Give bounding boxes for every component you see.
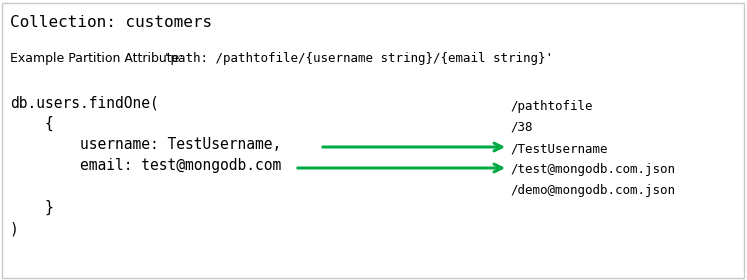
Text: /test@mongodb.com.json: /test@mongodb.com.json bbox=[510, 163, 675, 176]
Text: 'path: /pathtofile/{username string}/{email string}': 'path: /pathtofile/{username string}/{em… bbox=[163, 52, 553, 65]
Text: db.users.findOne(: db.users.findOne( bbox=[10, 95, 159, 110]
Text: Collection: customers: Collection: customers bbox=[10, 15, 212, 30]
Text: username: TestUsername,: username: TestUsername, bbox=[10, 137, 282, 152]
Text: {: { bbox=[10, 116, 54, 131]
FancyBboxPatch shape bbox=[2, 3, 744, 278]
Text: /38: /38 bbox=[510, 121, 533, 134]
Text: /pathtofile: /pathtofile bbox=[510, 100, 592, 113]
Text: /demo@mongodb.com.json: /demo@mongodb.com.json bbox=[510, 184, 675, 197]
Text: /TestUsername: /TestUsername bbox=[510, 142, 607, 155]
Text: email: test@mongodb.com: email: test@mongodb.com bbox=[10, 158, 282, 173]
Text: Example Partition Attribute:: Example Partition Attribute: bbox=[10, 52, 187, 65]
Text: }: } bbox=[10, 200, 54, 215]
Text: ): ) bbox=[10, 221, 19, 236]
